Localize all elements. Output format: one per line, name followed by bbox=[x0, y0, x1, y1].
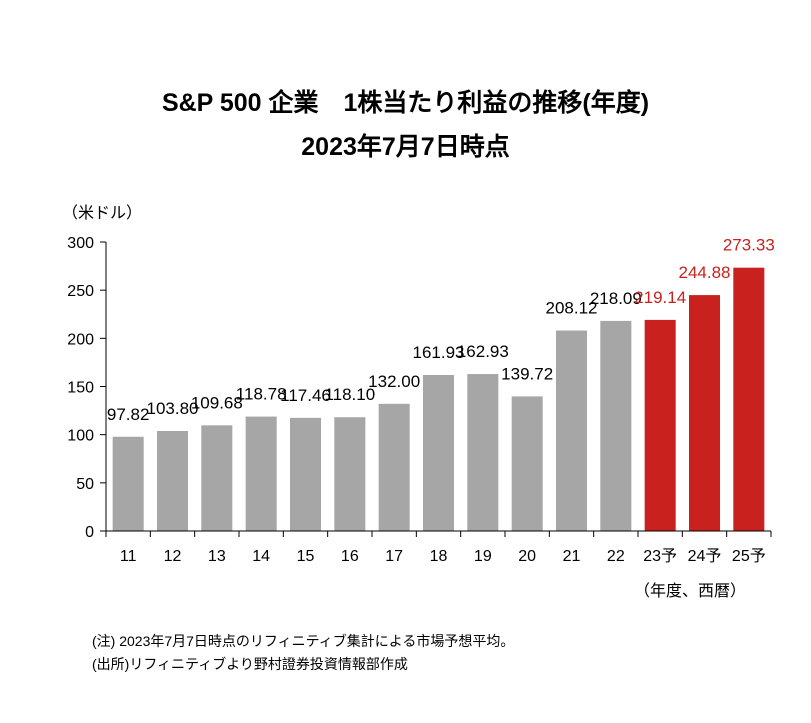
y-tick-label: 50 bbox=[76, 476, 94, 493]
y-tick-label: 250 bbox=[67, 283, 94, 300]
bar-15 bbox=[289, 417, 322, 531]
note-text: (注) 2023年7月7日時点のリフィニティブ集計による市場予想平均。 bbox=[92, 633, 515, 649]
value-labels: 97.82103.80109.68118.78117.46118.10132.0… bbox=[107, 236, 775, 424]
bar-24予 bbox=[688, 295, 721, 531]
bar-21 bbox=[555, 330, 588, 531]
x-category-label: 21 bbox=[563, 548, 581, 565]
bar-23予 bbox=[644, 319, 676, 531]
chart-subtitle: 2023年7月7日時点 bbox=[301, 133, 510, 161]
bar-16 bbox=[334, 417, 366, 531]
value-label: 117.46 bbox=[280, 386, 331, 405]
y-tick-label: 100 bbox=[67, 428, 94, 445]
y-axis-ticks: 0 50 100 150 200 250 300 bbox=[67, 235, 772, 541]
source-text: (出所)リフィニティブより野村證券投資情報部作成 bbox=[92, 656, 408, 672]
x-category-label: 16 bbox=[341, 548, 359, 565]
chart-title: S&P 500 企業 1株当たり利益の推移(年度) bbox=[161, 89, 650, 117]
bar-14 bbox=[245, 416, 277, 531]
x-category-label: 17 bbox=[385, 548, 403, 565]
bar-13 bbox=[201, 425, 233, 531]
x-category-label: 20 bbox=[518, 548, 536, 565]
value-label: 208.12 bbox=[546, 299, 598, 318]
x-category-label: 25予 bbox=[732, 547, 766, 565]
x-axis-unit-label: （年度、西暦） bbox=[634, 582, 746, 600]
value-label: 161.93 bbox=[413, 343, 465, 362]
value-label: 219.14 bbox=[634, 288, 686, 307]
x-category-label: 18 bbox=[430, 548, 448, 565]
value-label: 118.78 bbox=[236, 385, 287, 404]
x-category-label: 15 bbox=[297, 548, 315, 565]
value-label: 97.82 bbox=[107, 405, 150, 424]
x-category-label: 14 bbox=[252, 548, 270, 565]
x-category-label: 22 bbox=[607, 548, 625, 565]
x-category-label: 13 bbox=[208, 548, 226, 565]
bar-17 bbox=[378, 403, 410, 531]
y-tick-label: 200 bbox=[67, 331, 94, 348]
y-tick-label: 150 bbox=[67, 380, 94, 397]
bar-11 bbox=[112, 436, 144, 531]
value-label: 162.93 bbox=[457, 342, 509, 361]
bar-22 bbox=[600, 320, 632, 531]
y-tick-label: 0 bbox=[85, 524, 94, 541]
value-label: 218.09 bbox=[590, 289, 642, 308]
x-category-label: 23予 bbox=[643, 547, 677, 565]
value-label: 118.10 bbox=[324, 385, 375, 404]
bar-18 bbox=[422, 375, 455, 531]
y-axis-unit-label: （米ドル） bbox=[62, 204, 142, 222]
value-label: 139.72 bbox=[501, 364, 553, 383]
x-category-label: 11 bbox=[120, 548, 137, 565]
value-label: 273.33 bbox=[723, 236, 775, 255]
bar-20 bbox=[511, 396, 543, 531]
bar-19 bbox=[467, 374, 499, 531]
value-label: 103.80 bbox=[147, 399, 199, 418]
bar-25予 bbox=[733, 267, 765, 531]
bar-12 bbox=[156, 431, 189, 531]
value-label: 244.88 bbox=[679, 263, 731, 282]
value-label: 109.68 bbox=[191, 393, 243, 412]
y-tick-label: 300 bbox=[67, 235, 94, 252]
x-axis-labels: 11 12 13 14 15 16 17 18 19 20 21 22 23予 24予 25予 bbox=[120, 547, 766, 565]
value-label: 132.00 bbox=[368, 372, 420, 391]
bars bbox=[112, 267, 765, 531]
x-category-label: 19 bbox=[474, 548, 492, 565]
x-category-label: 12 bbox=[164, 548, 182, 565]
x-category-label: 24予 bbox=[688, 547, 722, 565]
